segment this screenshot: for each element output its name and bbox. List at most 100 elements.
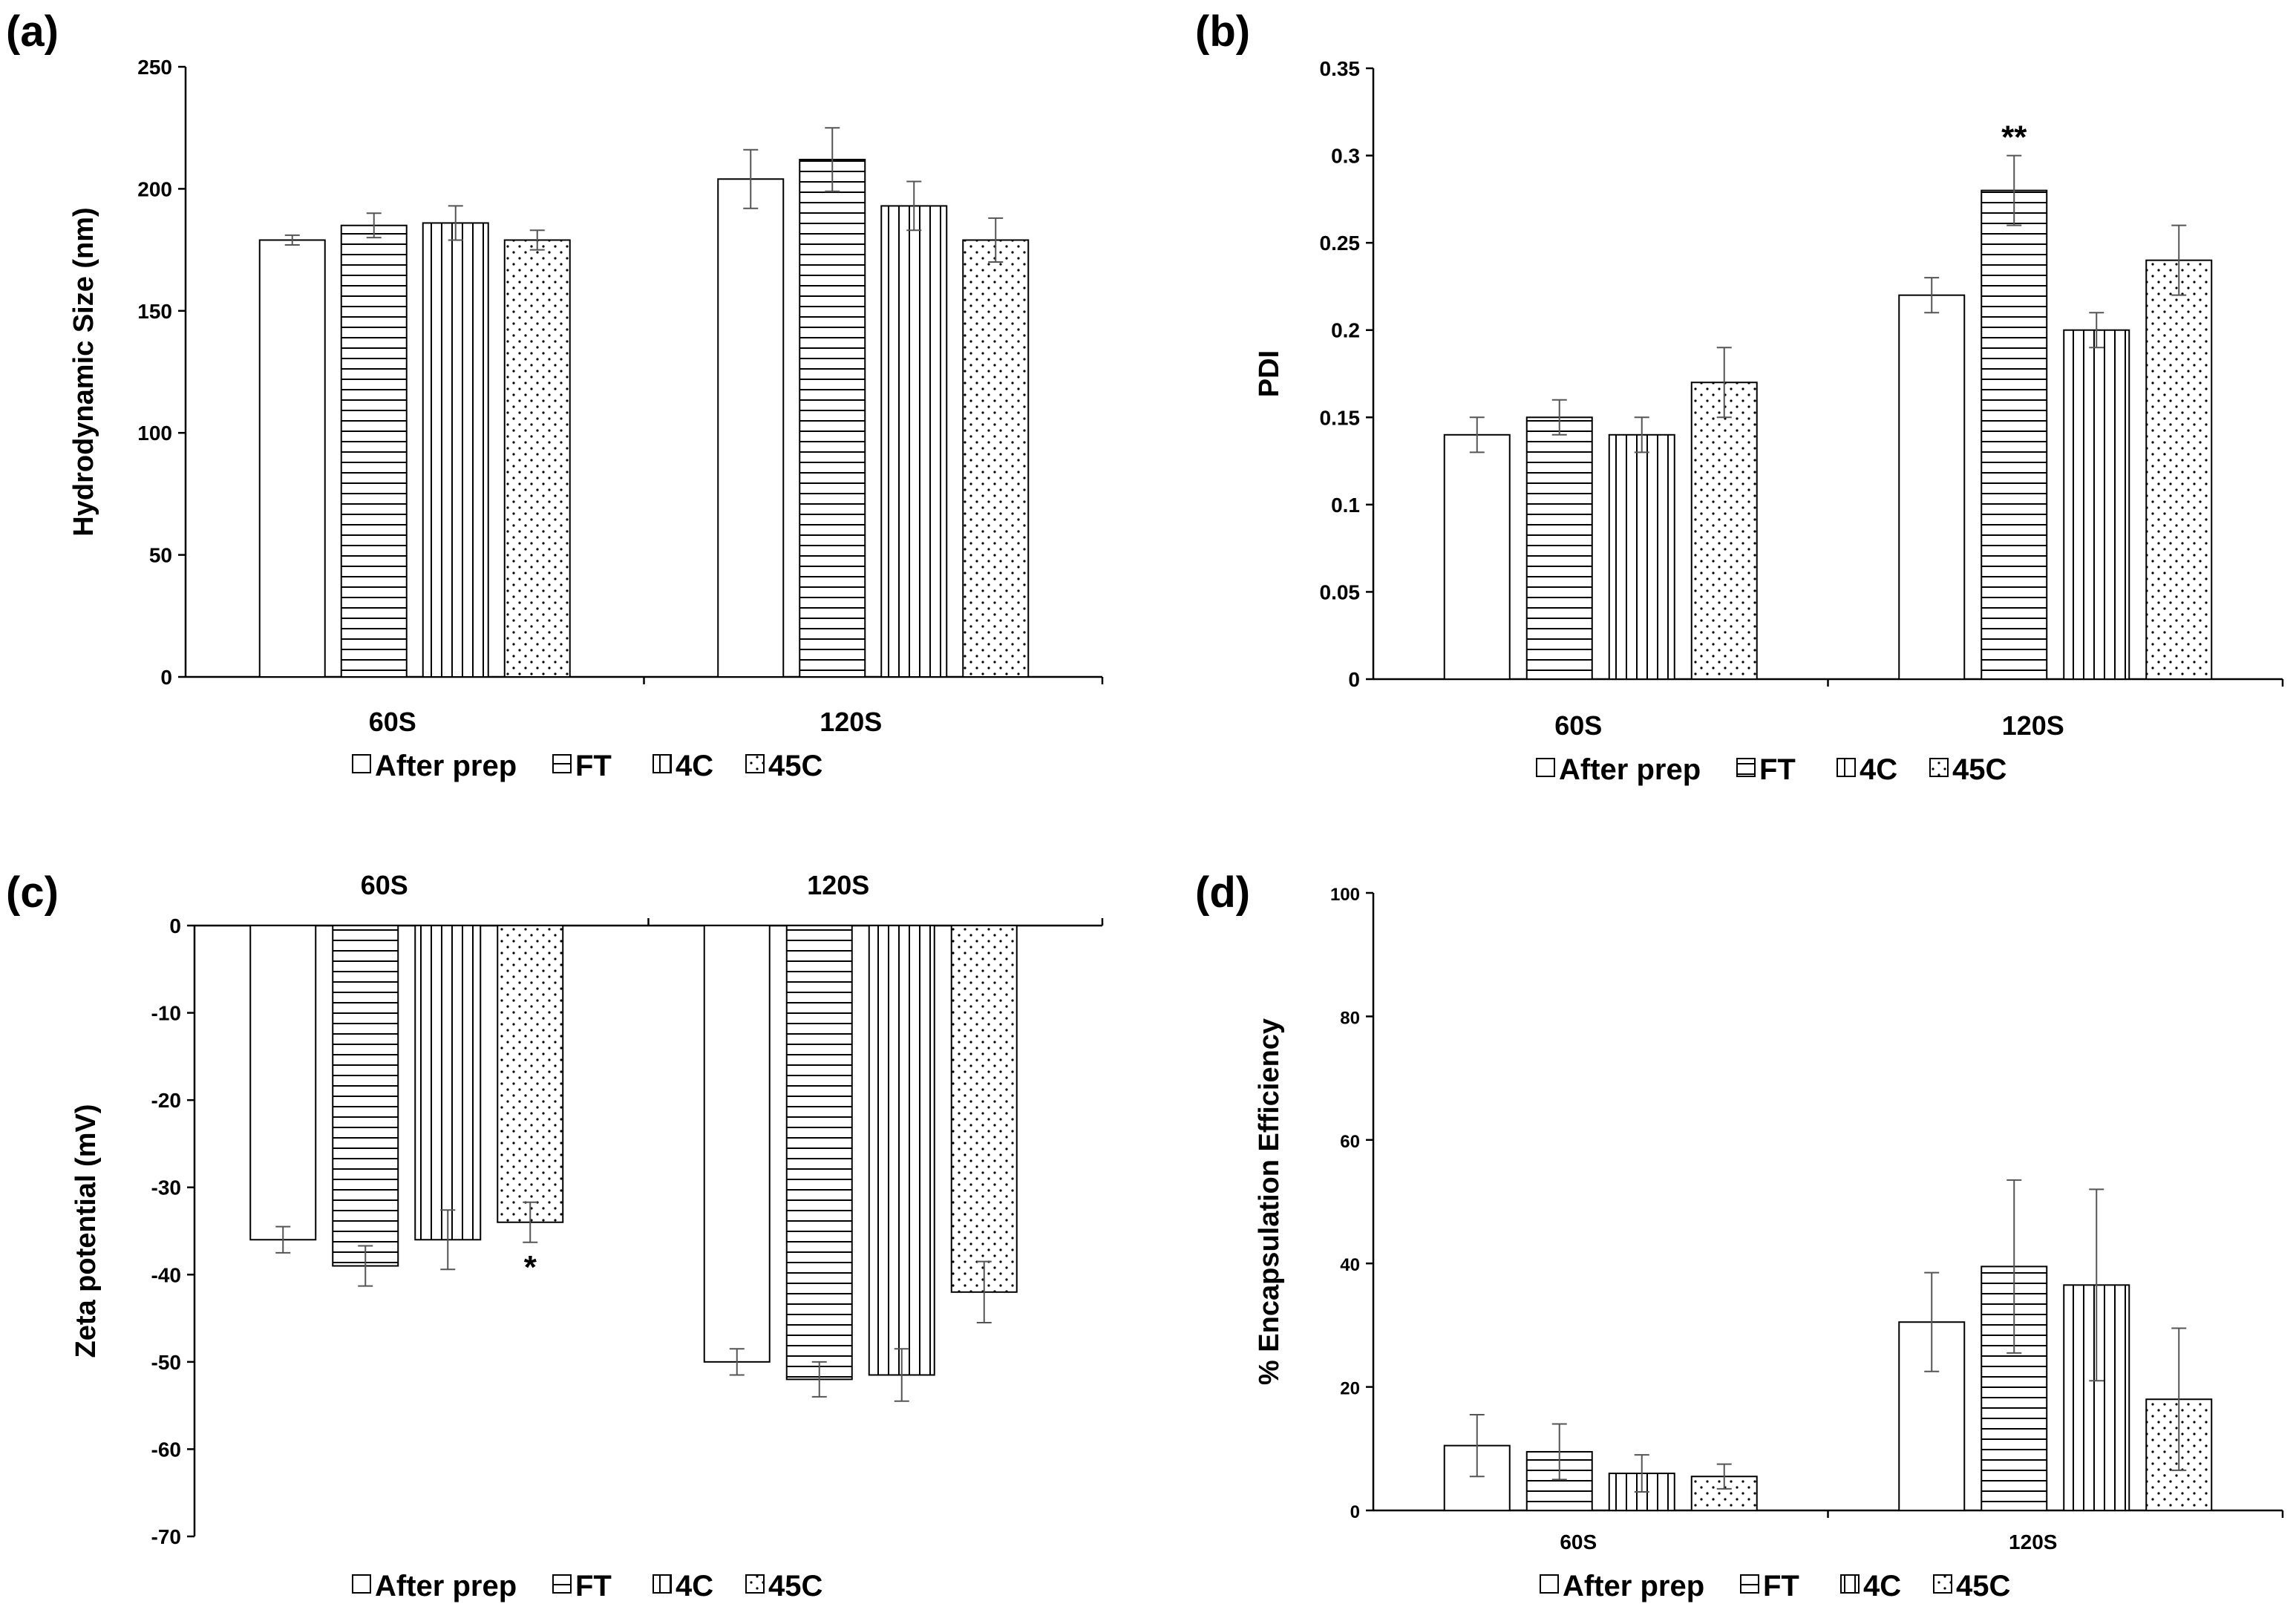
bar-4c-120s bbox=[880, 205, 948, 678]
y-tick-label: 80 bbox=[1340, 1008, 1360, 1028]
bar-45c-120s bbox=[2145, 259, 2213, 680]
bar-4c-120s bbox=[2063, 329, 2130, 680]
panel-c-label: (c) bbox=[6, 868, 59, 917]
bar-ft-120s bbox=[785, 925, 853, 1381]
legend-label-4c: 4C bbox=[676, 750, 713, 782]
bar-after-prep-60s bbox=[249, 925, 317, 1241]
y-tick-label: 0.35 bbox=[1320, 57, 1361, 80]
bar-45c-60s bbox=[1690, 382, 1758, 680]
bar-4c-120s bbox=[2063, 1284, 2130, 1511]
y-tick-label: 150 bbox=[137, 300, 172, 323]
significance-marker: ** bbox=[2001, 119, 2027, 156]
y-tick-label: -50 bbox=[151, 1351, 181, 1374]
x-category-label: 60S bbox=[1560, 1530, 1597, 1553]
bar-after-prep-60s bbox=[1443, 433, 1511, 680]
y-tick-label: -40 bbox=[151, 1263, 181, 1286]
legend-swatch-ft bbox=[1736, 758, 1756, 777]
legend-swatch-ft bbox=[1740, 1574, 1759, 1594]
y-axis-label: Zeta potential (mV) bbox=[71, 1104, 102, 1358]
y-tick-label: 40 bbox=[1340, 1255, 1360, 1275]
legend-label-45c: 45C bbox=[768, 1570, 822, 1602]
y-tick-label: 0 bbox=[1350, 1502, 1360, 1522]
y-tick-label: 20 bbox=[1340, 1379, 1360, 1399]
panel-d: (d) 0 20 40 60 80 100 % Encapsulation Efficien… bbox=[1195, 868, 2284, 1602]
legend-swatch-45c bbox=[745, 1574, 765, 1594]
legend-swatch-4c bbox=[653, 754, 672, 773]
y-axis-label: Hydrodynamic Size (nm) bbox=[68, 207, 99, 536]
panel-a: (a) 0 50 100 150 200 250 Hydrodynamic Size (nm… bbox=[6, 7, 1104, 782]
x-category-label: 60S bbox=[369, 707, 416, 737]
bar-ft-120s bbox=[799, 158, 866, 678]
y-tick-label: 0.05 bbox=[1320, 580, 1361, 603]
legend-label-ft: FT bbox=[575, 1570, 612, 1602]
legend-swatch-4c bbox=[1837, 758, 1856, 777]
legend-label-45c: 45C bbox=[1956, 1570, 2010, 1602]
panel-a-label: (a) bbox=[6, 7, 59, 56]
y-axis-label: PDI bbox=[1254, 350, 1285, 397]
legend-swatch-after-prep bbox=[1540, 1574, 1559, 1594]
legend-label-45c: 45C bbox=[768, 750, 822, 782]
bar-45c-120s bbox=[962, 239, 1030, 678]
legend-label-ft: FT bbox=[1759, 753, 1796, 786]
bar-4c-60s bbox=[414, 925, 482, 1241]
legend-swatch-ft bbox=[552, 754, 572, 773]
bar-ft-60s bbox=[340, 224, 408, 678]
y-axis-label: % Encapsulation Efficiency bbox=[1254, 1018, 1285, 1385]
legend-swatch-4c bbox=[1840, 1574, 1860, 1594]
y-tick-label: 100 bbox=[1330, 885, 1360, 905]
y-tick-label: 250 bbox=[137, 56, 172, 79]
bar-after-prep-120s bbox=[703, 925, 771, 1363]
significance-marker: * bbox=[524, 1249, 537, 1286]
legend-label-4c: 4C bbox=[1860, 753, 1897, 786]
bar-45c-120s bbox=[950, 925, 1018, 1293]
bar-after-prep-120s bbox=[717, 178, 785, 678]
x-category-label: 60S bbox=[361, 870, 408, 900]
legend-swatch-after-prep bbox=[1536, 758, 1555, 777]
x-category-label: 60S bbox=[1554, 710, 1602, 741]
x-category-label: 120S bbox=[2002, 710, 2064, 741]
legend-label-ft: FT bbox=[575, 750, 612, 782]
legend-swatch-45c bbox=[1929, 758, 1949, 777]
legend-swatch-45c bbox=[745, 754, 765, 773]
legend-swatch-4c bbox=[653, 1574, 672, 1594]
y-tick-label: 50 bbox=[149, 544, 172, 567]
legend-swatch-after-prep bbox=[352, 754, 371, 773]
y-tick-label: 200 bbox=[137, 177, 172, 200]
y-tick-label: 0.3 bbox=[1331, 145, 1360, 168]
y-tick-label: 0.2 bbox=[1331, 319, 1360, 342]
y-tick-label: -70 bbox=[151, 1525, 181, 1548]
bar-4c-120s bbox=[868, 925, 935, 1376]
y-tick-label: 0 bbox=[169, 914, 181, 937]
bar-after-prep-60s bbox=[258, 239, 326, 678]
legend-label-after-prep: After prep bbox=[1559, 753, 1701, 786]
bar-4c-60s bbox=[1608, 433, 1675, 680]
legend-label-45c: 45C bbox=[1952, 753, 2006, 786]
x-category-label: 120S bbox=[807, 870, 869, 900]
y-tick-label: 60 bbox=[1340, 1132, 1360, 1152]
y-tick-label: -20 bbox=[151, 1089, 181, 1112]
y-tick-label: -30 bbox=[151, 1176, 181, 1199]
legend-label-4c: 4C bbox=[676, 1570, 713, 1602]
bar-45c-60s bbox=[503, 239, 571, 678]
y-tick-label: 0 bbox=[160, 666, 172, 689]
panel-c: (c) 0 -10 -20 -30 -40 -50 -60 -70 Zeta potential… bbox=[6, 868, 1104, 1602]
bar-ft-60s bbox=[332, 925, 399, 1267]
legend-swatch-45c bbox=[1933, 1574, 1952, 1594]
x-category-label: 120S bbox=[820, 707, 882, 737]
y-tick-label: -10 bbox=[151, 1002, 181, 1025]
y-tick-label: -60 bbox=[151, 1438, 181, 1461]
panel-d-label: (d) bbox=[1195, 868, 1250, 917]
legend-swatch-after-prep bbox=[352, 1574, 371, 1594]
bar-ft-120s bbox=[1981, 189, 2048, 681]
panel-b-label: (b) bbox=[1195, 7, 1250, 56]
x-category-label: 120S bbox=[2009, 1530, 2057, 1553]
legend-label-4c: 4C bbox=[1863, 1570, 1901, 1602]
y-tick-label: 100 bbox=[137, 422, 172, 445]
bar-ft-60s bbox=[1525, 416, 1593, 680]
panel-b: (b) 0 0.05 0.1 0.15 0.2 0.25 0.3 0.35 PDI 60S 120S… bbox=[1195, 7, 2284, 786]
y-tick-label: 0.1 bbox=[1331, 494, 1360, 517]
bar-4c-60s bbox=[422, 222, 489, 678]
legend-label-after-prep: After prep bbox=[1563, 1570, 1704, 1602]
bar-45c-60s bbox=[497, 925, 564, 1223]
